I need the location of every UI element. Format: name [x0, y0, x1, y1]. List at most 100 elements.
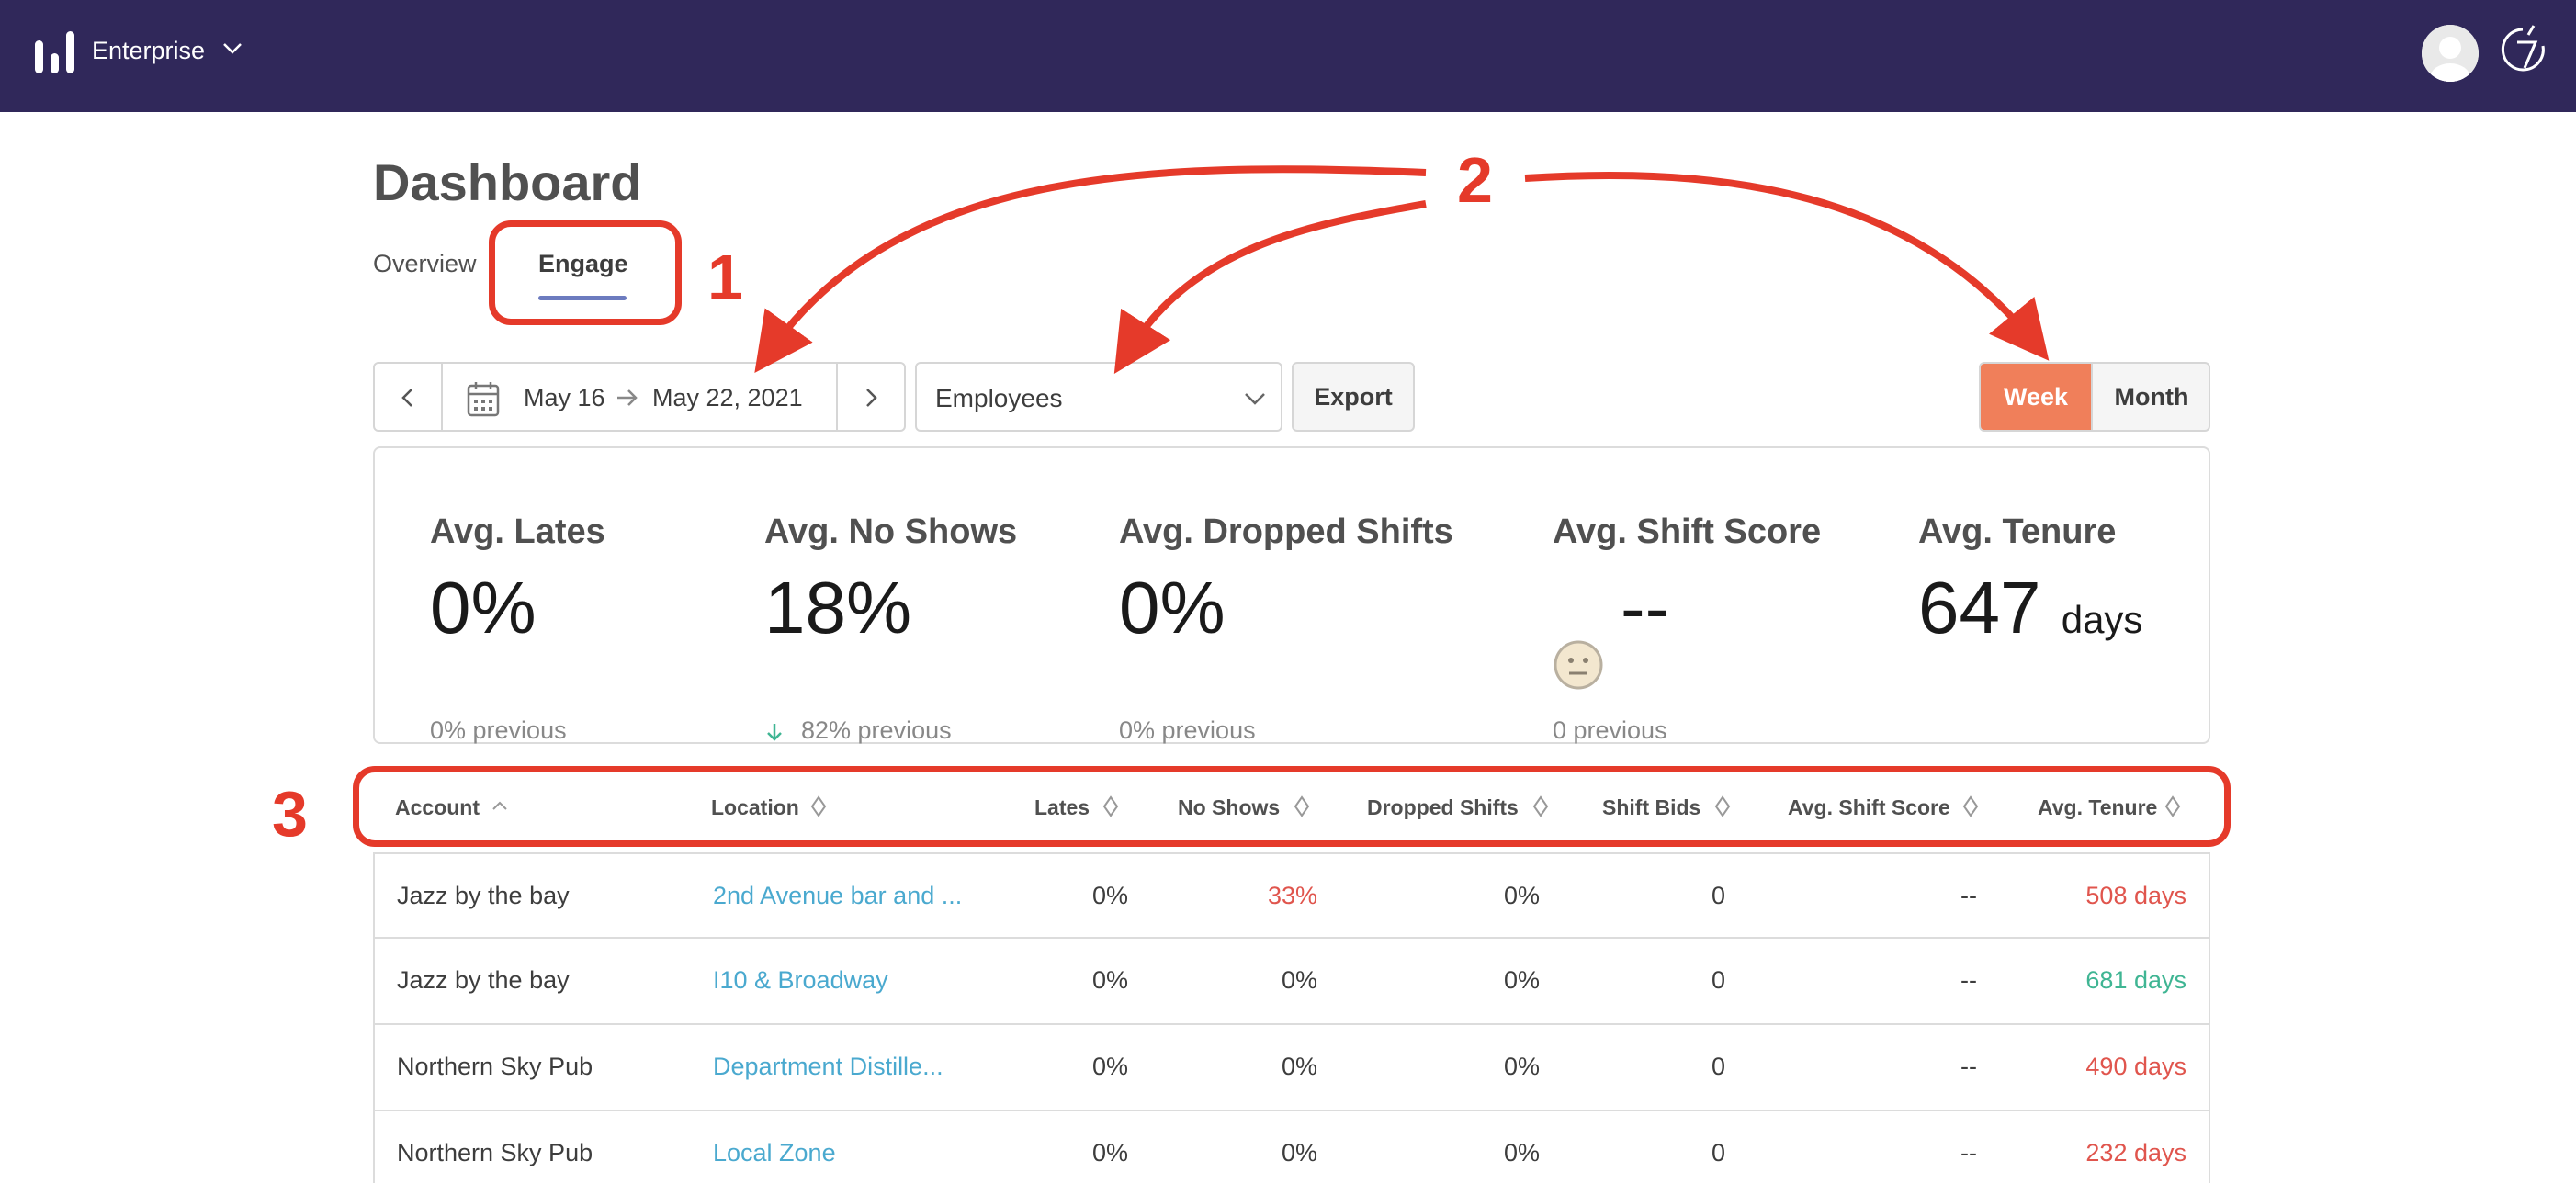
chevron-left-icon: [401, 389, 412, 407]
sort-icon: [1962, 795, 1979, 817]
column-header-avg-tenure[interactable]: Avg. Tenure: [2038, 795, 2181, 820]
cell-avg-tenure: 508 days: [2085, 882, 2186, 909]
stat-previous: 82% previous: [801, 716, 952, 744]
cell-location-link[interactable]: 2nd Avenue bar and ...: [713, 882, 963, 909]
stat-avg-no-shows: Avg. No Shows 18% 82% previous: [764, 513, 1018, 744]
org-switcher-label[interactable]: Enterprise: [92, 37, 206, 64]
cell-lates: 0%: [1091, 882, 1128, 909]
stat-value: 647 days: [1918, 566, 2142, 650]
cell-lates: 0%: [1091, 1053, 1128, 1080]
active-tab-indicator: [538, 296, 627, 300]
page-title: Dashboard: [373, 153, 642, 211]
table-header: Account Location Lates No Shows Dropped …: [373, 768, 2210, 852]
annotation-arrow-to-period: [1524, 171, 2050, 361]
chevron-down-icon: [1245, 393, 1265, 405]
cell-location-link[interactable]: I10 & Broadway: [713, 966, 888, 994]
sort-icon: [1714, 795, 1731, 817]
column-header-dropped-shifts[interactable]: Dropped Shifts: [1367, 795, 1549, 820]
month-button[interactable]: Month: [2091, 364, 2209, 430]
cell-account: Jazz by the bay: [397, 882, 570, 909]
user-avatar[interactable]: [2422, 25, 2479, 82]
date-start[interactable]: May 16: [524, 384, 605, 411]
previous-period-button[interactable]: [375, 364, 443, 430]
column-header-shift-bids[interactable]: Shift Bids: [1602, 795, 1731, 820]
stat-avg-dropped-shifts: Avg. Dropped Shifts 0% 0% previous: [1119, 513, 1453, 744]
cell-avg-tenure: 490 days: [2085, 1053, 2186, 1080]
sort-icon: [1294, 795, 1310, 817]
stat-title: Avg. Dropped Shifts: [1119, 513, 1453, 551]
table-row[interactable]: Northern Sky Pub Local Zone 0% 0% 0% 0 -…: [373, 1111, 2210, 1183]
arrow-down-icon: [767, 724, 782, 741]
sort-icon: [2164, 795, 2181, 817]
column-header-no-shows[interactable]: No Shows: [1178, 795, 1310, 820]
date-range-picker: May 16 May 22, 2021: [373, 362, 906, 432]
cell-location-link[interactable]: Local Zone: [713, 1139, 836, 1166]
stat-avg-lates: Avg. Lates 0% 0% previous: [430, 513, 605, 744]
sort-icon: [1102, 795, 1119, 817]
column-header-lates[interactable]: Lates: [1034, 795, 1119, 820]
chevron-right-icon: [866, 389, 877, 407]
stat-previous: 0% previous: [1119, 716, 1256, 744]
export-button[interactable]: Export: [1292, 362, 1415, 432]
stat-title: Avg. No Shows: [764, 513, 1018, 551]
tenure-unit: days: [2061, 598, 2143, 641]
stat-value: 18%: [764, 567, 912, 648]
cell-avg-shift-score: --: [1960, 966, 1977, 994]
stat-previous: 0% previous: [430, 716, 567, 744]
tab-engage[interactable]: Engage: [538, 250, 628, 277]
cell-dropped-shifts: 0%: [1503, 882, 1540, 909]
cell-account: Jazz by the bay: [397, 966, 570, 994]
table-row[interactable]: Jazz by the bay I10 & Broadway 0% 0% 0% …: [373, 939, 2210, 1025]
stat-value: 0%: [430, 567, 537, 648]
annotation-box-1: [489, 220, 682, 325]
cell-no-shows: 33%: [1267, 882, 1317, 909]
cell-avg-shift-score: --: [1960, 1139, 1977, 1166]
annotation-label-2: 2: [1457, 144, 1493, 216]
cell-account: Northern Sky Pub: [397, 1139, 593, 1166]
annotation-arrow-to-filter: [1113, 200, 1427, 374]
cell-lates: 0%: [1091, 1139, 1128, 1166]
annotation-box-3: [353, 766, 2231, 847]
cell-no-shows: 0%: [1281, 1053, 1317, 1080]
annotation-arrow-to-date-picker: [754, 165, 1427, 373]
table-row[interactable]: Jazz by the bay 2nd Avenue bar and ... 0…: [373, 852, 2210, 939]
week-button[interactable]: Week: [1981, 364, 2091, 430]
cell-no-shows: 0%: [1281, 966, 1317, 994]
annotation-label-3: 3: [272, 778, 308, 850]
stat-avg-shift-score: Avg. Shift Score -- 0 previous: [1553, 513, 1822, 744]
cell-account: Northern Sky Pub: [397, 1053, 593, 1080]
cell-avg-shift-score: --: [1960, 1053, 1977, 1080]
period-toggle: Week Month: [1979, 362, 2210, 432]
bar-logo-icon[interactable]: [35, 31, 75, 73]
column-header-account[interactable]: Account: [395, 795, 507, 820]
cell-dropped-shifts: 0%: [1503, 1139, 1540, 1166]
stat-title: Avg. Tenure: [1918, 513, 2117, 551]
table-row[interactable]: Northern Sky Pub Department Distille... …: [373, 1025, 2210, 1111]
stat-value: --: [1621, 567, 1670, 648]
cell-shift-bids: 0: [1711, 1053, 1725, 1080]
tab-overview[interactable]: Overview: [373, 250, 477, 277]
cell-shift-bids: 0: [1711, 1139, 1725, 1166]
seven-brand-icon[interactable]: [2499, 22, 2550, 81]
date-end[interactable]: May 22, 2021: [652, 384, 803, 411]
annotation-label-1: 1: [707, 242, 743, 313]
employees-filter-select[interactable]: Employees: [915, 362, 1282, 432]
cell-dropped-shifts: 0%: [1503, 966, 1540, 994]
sort-icon: [1532, 795, 1549, 817]
cell-dropped-shifts: 0%: [1503, 1053, 1540, 1080]
cell-lates: 0%: [1091, 966, 1128, 994]
stat-previous: 0 previous: [1553, 716, 1667, 744]
calendar-icon[interactable]: [467, 380, 500, 417]
column-header-location[interactable]: Location: [711, 795, 827, 820]
stats-summary-card: Avg. Lates 0% 0% previous Avg. No Shows …: [373, 446, 2210, 744]
arrow-right-icon: [617, 389, 638, 406]
stat-title: Avg. Shift Score: [1553, 513, 1822, 551]
next-period-button[interactable]: [836, 364, 904, 430]
cell-location-link[interactable]: Department Distille...: [713, 1053, 943, 1080]
chevron-down-icon[interactable]: [222, 42, 243, 55]
column-header-avg-shift-score[interactable]: Avg. Shift Score: [1788, 795, 1979, 820]
stat-avg-tenure: Avg. Tenure 647 days: [1918, 513, 2142, 648]
sort-ascending-icon: [492, 801, 507, 810]
neutral-face-icon: [1554, 640, 1603, 690]
cell-avg-shift-score: --: [1960, 882, 1977, 909]
